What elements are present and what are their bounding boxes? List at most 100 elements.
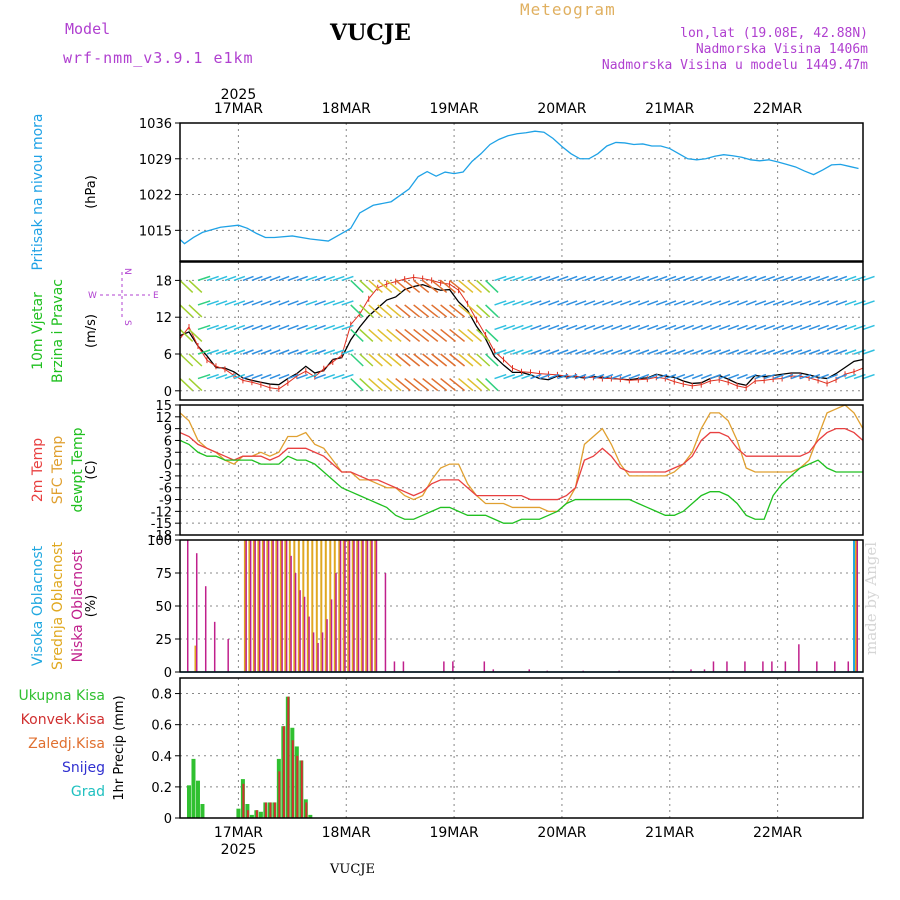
wind-vector <box>395 304 411 318</box>
wind-vector <box>278 324 290 331</box>
panel-label: Srednja Oblacnost <box>50 542 66 670</box>
wind-vector <box>359 353 374 367</box>
wind-vector <box>314 324 326 331</box>
wind-vector <box>754 300 767 306</box>
wind-vector <box>305 324 318 331</box>
wind-vector <box>359 328 374 343</box>
wind-vector <box>404 377 421 392</box>
wind-vector <box>386 353 402 367</box>
wind-vector <box>566 349 578 355</box>
top-day-label: 18MAR <box>322 101 371 117</box>
low-cloud-bar <box>321 632 324 672</box>
wind-vector <box>431 328 448 343</box>
wind-vector <box>700 349 712 355</box>
mid-cloud-bar <box>347 540 350 672</box>
low-cloud-bar <box>393 661 396 672</box>
wind-vector <box>611 300 623 306</box>
wind-vector <box>674 349 686 355</box>
low-cloud-bar <box>267 540 270 672</box>
wind-vector <box>557 324 569 331</box>
wind-vector <box>799 373 812 380</box>
wind-vector <box>287 349 299 355</box>
wind-vector <box>745 349 757 355</box>
mid-cloud-bar <box>261 540 264 672</box>
wind-vector <box>620 300 632 306</box>
low-cloud-bar <box>762 661 764 672</box>
wind-vector <box>862 300 875 306</box>
wind-vector <box>476 377 491 392</box>
wind-vector <box>467 279 482 293</box>
wind-vector <box>197 300 211 306</box>
y-tick-label: -15 <box>151 517 172 532</box>
wind-vector <box>629 300 641 306</box>
y-tick-label: 15 <box>155 399 172 414</box>
wind-vector <box>521 275 533 282</box>
wind-vector <box>817 349 829 355</box>
wind-vector <box>530 324 542 331</box>
mid-cloud-bar <box>279 540 282 672</box>
wind-vector <box>790 300 803 306</box>
low-cloud-bar <box>299 590 301 672</box>
wind-vector <box>557 300 569 306</box>
mid-cloud-bar <box>243 540 246 672</box>
low-cloud-bar <box>245 540 247 672</box>
wind-vector <box>835 373 848 380</box>
wind-vector <box>682 373 695 380</box>
total-precip-bar <box>191 758 196 818</box>
wind-vector <box>826 373 838 380</box>
wind-vector <box>368 353 383 367</box>
wind-vector <box>224 349 237 355</box>
wind-vector <box>826 324 838 331</box>
y-tick-label: 1015 <box>139 224 172 239</box>
wind-vector <box>718 373 731 380</box>
wind-vector <box>790 373 803 380</box>
wind-vector <box>629 324 641 331</box>
panel-label: 2m Temp <box>30 438 46 502</box>
wind-vector <box>736 300 748 306</box>
wind-vector <box>233 300 246 306</box>
wind-vector <box>682 349 695 355</box>
mid-cloud-bar <box>338 540 341 672</box>
wind-vector <box>233 275 246 282</box>
wind-vector <box>242 300 254 306</box>
wind-vector <box>215 275 228 282</box>
mid-cloud-bar <box>315 540 318 672</box>
total-precip-bar <box>195 780 200 818</box>
wind-vector <box>485 304 499 318</box>
wind-vector <box>440 304 457 318</box>
wind-vector <box>718 275 731 282</box>
conv-precip-bar <box>255 810 258 818</box>
panel-label: Pritisak na nivou mora <box>30 113 46 270</box>
wind-vector <box>674 373 686 380</box>
mid-cloud-bar <box>311 540 314 672</box>
low-cloud-bar <box>348 540 351 672</box>
y-tick-label: 12 <box>155 311 172 326</box>
low-cloud-bar <box>285 540 288 672</box>
wind-vector <box>197 349 211 355</box>
wind-vector <box>269 275 281 282</box>
y-tick-label: 0 <box>164 666 172 681</box>
wind-vector <box>620 373 632 380</box>
model-elevation-label: Nadmorska Visina u modelu 1449.47m <box>601 58 868 73</box>
wind-vector <box>332 324 345 331</box>
y-tick-label: 1029 <box>139 153 172 168</box>
panel-label: Visoka Oblacnost <box>30 545 46 666</box>
wind-vector <box>727 349 740 355</box>
y-tick-label: 6 <box>164 434 172 449</box>
total-precip-bar <box>308 814 313 818</box>
y-unit-label: 1hr Precip (mm) <box>112 695 127 800</box>
wind-vector <box>772 275 785 282</box>
mid-cloud-bar <box>320 540 323 672</box>
bottom-day-label: 21MAR <box>645 825 694 841</box>
mid-cloud-bar <box>270 540 273 672</box>
wind-vector <box>422 304 439 318</box>
wind-vector <box>530 349 542 355</box>
y-tick-label: 0 <box>164 385 172 400</box>
wind-vector <box>341 275 354 282</box>
wind-vector <box>404 279 421 293</box>
wind-vector <box>188 328 203 343</box>
wind-vector <box>251 324 263 331</box>
wind-vector <box>449 328 466 343</box>
wind-vector <box>602 300 614 306</box>
wind-vector <box>862 349 875 355</box>
